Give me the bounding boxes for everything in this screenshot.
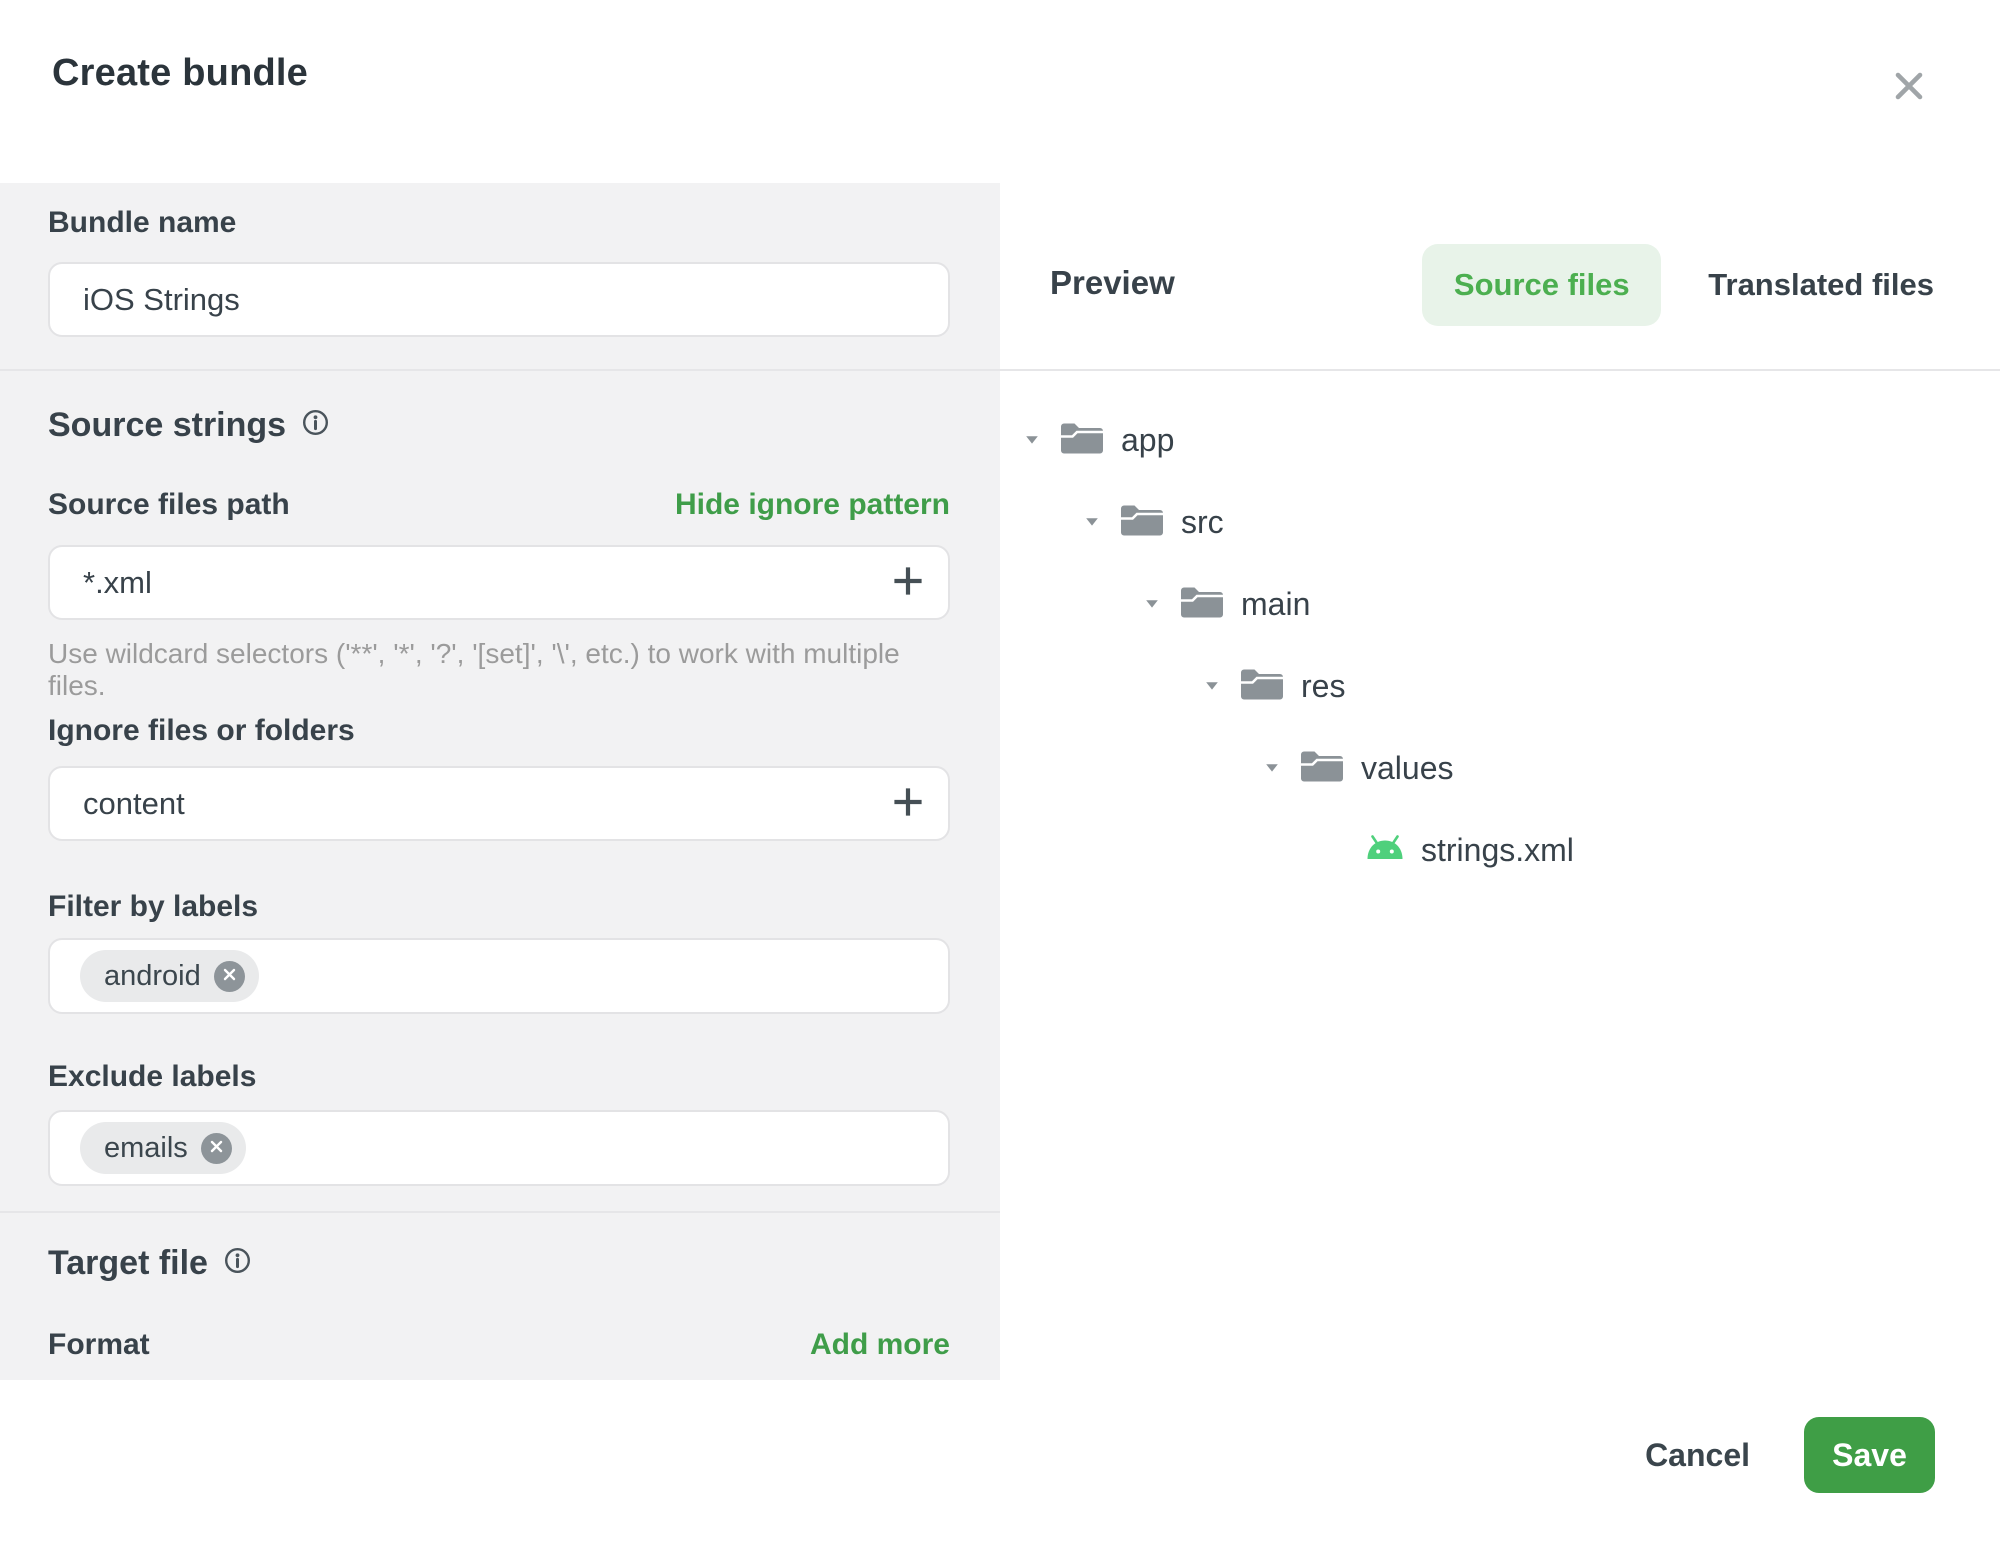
tag-label: emails [104,1131,188,1164]
add-ignore-button[interactable] [888,784,928,824]
footer-actions: Cancel Save [1645,1417,1935,1493]
source-files-path-field [48,545,950,620]
source-strings-heading-text: Source strings [48,406,287,444]
preview-heading: Preview [1050,264,1175,301]
target-file-heading: Target file [48,1244,251,1283]
dialog-title: Create bundle [52,52,308,94]
tree-item-label: values [1361,749,1454,786]
remove-tag-button[interactable] [200,1132,232,1164]
bundle-name-label: Bundle name [48,206,237,239]
cancel-button[interactable]: Cancel [1645,1436,1750,1473]
filter-labels-field[interactable]: android [48,938,950,1014]
remove-icon [223,968,236,984]
tree-item-res[interactable]: res [1000,645,2000,727]
tree-item-label: app [1121,421,1175,458]
folder-icon [1060,422,1104,459]
save-button[interactable]: Save [1804,1417,1935,1493]
remove-tag-button[interactable] [213,960,245,992]
wildcard-helper-text: Use wildcard selectors ('**', '*', '?', … [48,638,900,701]
chevron-down-icon[interactable] [1145,599,1159,609]
tab-translated-files[interactable]: Translated files [1707,244,1935,326]
add-source-path-button[interactable] [888,563,928,603]
exclude-labels-field[interactable]: emails [48,1110,950,1186]
tree-item-label: main [1241,585,1311,622]
tag-label: android [104,959,201,992]
hide-ignore-pattern-link[interactable]: Hide ignore pattern [674,488,950,521]
format-label: Format [48,1328,150,1361]
target-file-divider [0,1211,1000,1213]
info-icon[interactable] [302,406,329,445]
ignore-label: Ignore files or folders [48,714,355,747]
tag-emails: emails [80,1122,246,1174]
folder-icon [1240,668,1284,705]
remove-icon [210,1140,223,1156]
tree-item-app[interactable]: app [1000,399,2000,481]
source-files-path-label: Source files path [48,488,290,521]
plus-icon [893,787,923,820]
filter-labels-label: Filter by labels [48,890,259,923]
source-files-path-input[interactable] [50,547,948,618]
exclude-labels-label: Exclude labels [48,1060,257,1093]
tree-item-label: res [1301,667,1346,704]
tree-item-src[interactable]: src [1000,481,2000,563]
source-strings-heading: Source strings [48,406,329,445]
chevron-down-icon[interactable] [1025,435,1039,445]
android-icon [1365,834,1405,866]
tree-item-label: strings.xml [1421,831,1574,868]
file-tree: app src [1000,371,2000,1380]
tab-source-files[interactable]: Source files [1422,244,1662,326]
tree-item-main[interactable]: main [1000,563,2000,645]
folder-icon [1300,750,1344,787]
preview-tabs: Source files Translated files [1422,244,1935,326]
format-row: Format Add more [48,1328,950,1362]
plus-icon [893,566,923,599]
source-files-path-row: Source files path Hide ignore pattern [48,488,950,522]
folder-icon [1120,504,1164,541]
target-file-heading-text: Target file [48,1244,208,1282]
close-icon [1892,69,1926,106]
folder-icon [1180,586,1224,623]
tag-android: android [80,950,259,1002]
tree-item-label: src [1181,503,1224,540]
ignore-field [48,766,950,841]
chevron-down-icon[interactable] [1205,681,1219,691]
ignore-input[interactable] [50,768,948,839]
tree-item-values[interactable]: values [1000,727,2000,809]
add-more-link[interactable]: Add more [809,1328,950,1361]
chevron-down-icon[interactable] [1085,517,1099,527]
bundle-name-input[interactable] [50,264,948,335]
chevron-down-icon[interactable] [1265,763,1279,773]
tree-item-strings-xml[interactable]: strings.xml [1000,809,2000,891]
header-divider [0,369,2000,371]
info-icon[interactable] [224,1244,251,1283]
bundle-name-field [48,262,950,337]
close-button[interactable] [1883,61,1935,113]
